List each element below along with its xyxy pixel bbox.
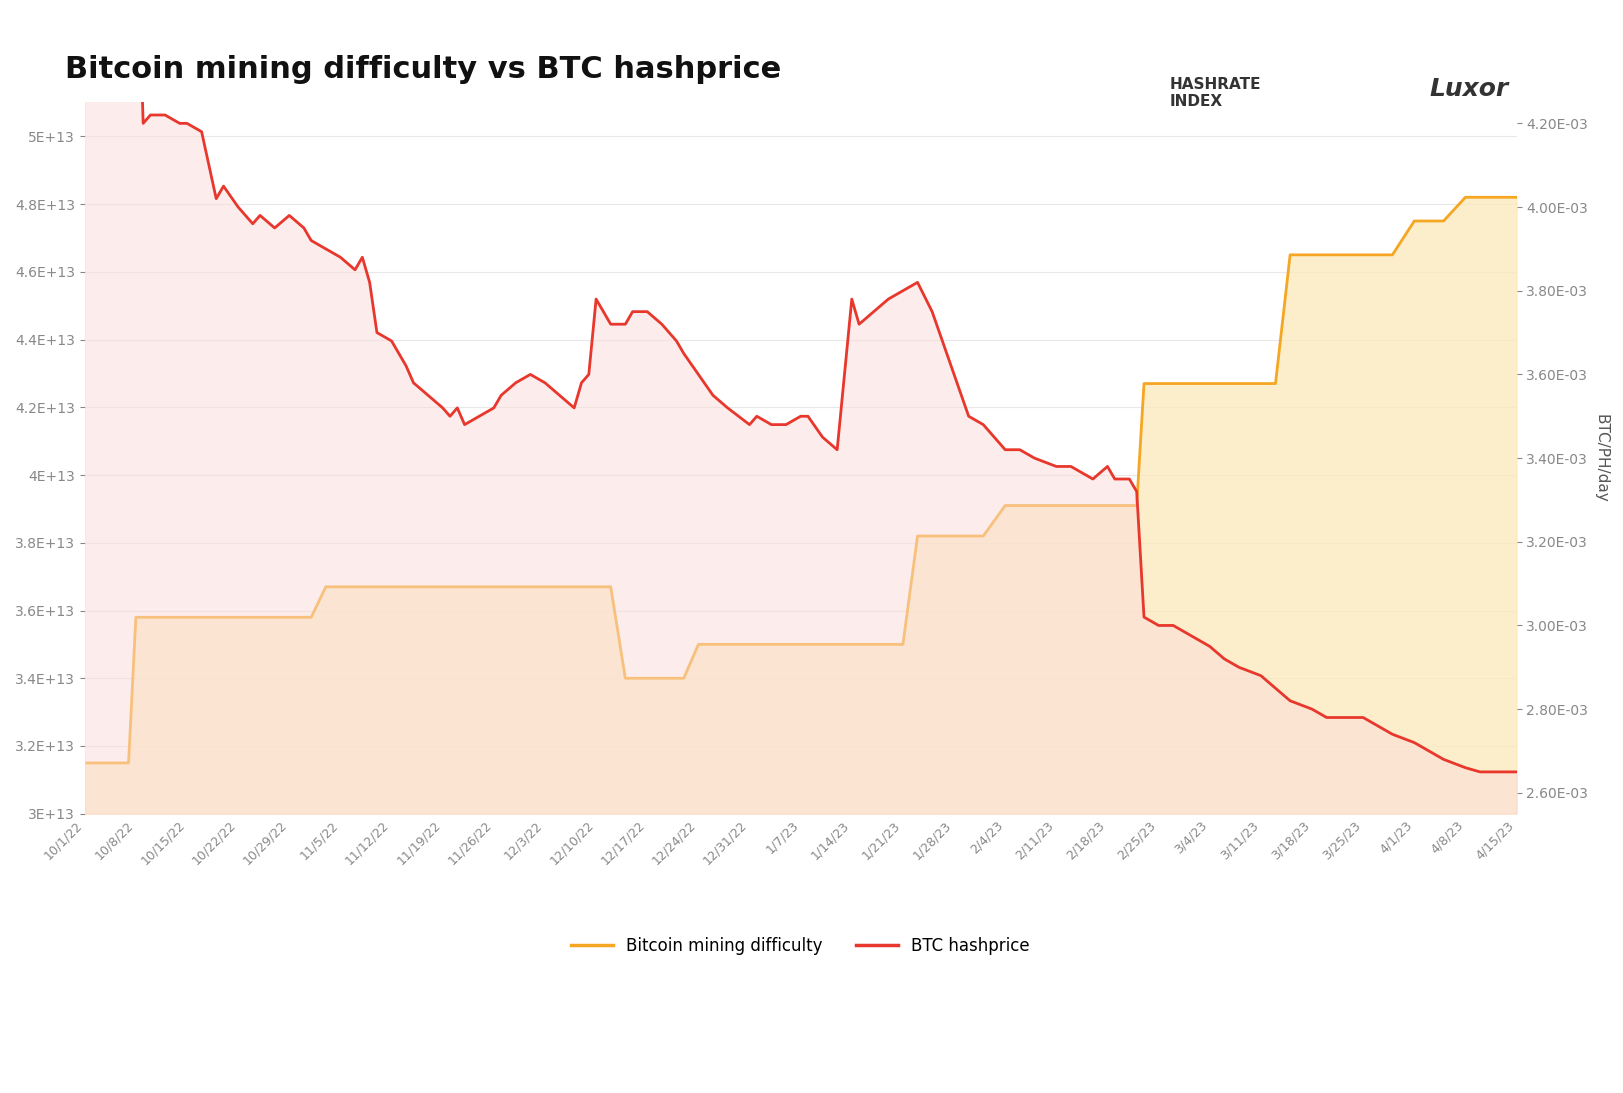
Y-axis label: BTC/PH/day: BTC/PH/day — [1594, 414, 1608, 503]
Text: Bitcoin mining difficulty vs BTC hashprice: Bitcoin mining difficulty vs BTC hashpri… — [65, 55, 781, 84]
Legend: Bitcoin mining difficulty, BTC hashprice: Bitcoin mining difficulty, BTC hashprice — [565, 930, 1035, 962]
Text: HASHRATE
INDEX: HASHRATE INDEX — [1169, 77, 1259, 109]
Text: Luxor: Luxor — [1428, 77, 1508, 101]
